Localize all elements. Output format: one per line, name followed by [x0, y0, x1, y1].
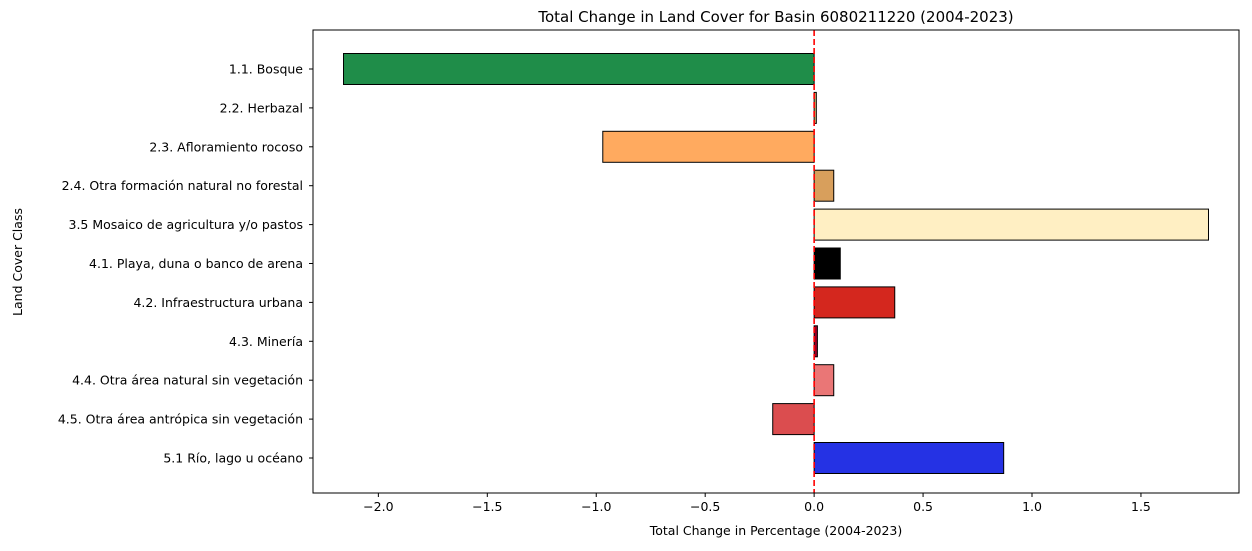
bar-5: [813, 208, 1209, 241]
y-tick-label: 2.2. Herbazal: [220, 100, 303, 115]
x-axis-label: Total Change in Percentage (2004-2023): [649, 523, 903, 538]
y-tick-label: 3.5 Mosaico de agricultura y/o pastos: [69, 217, 304, 232]
bars-layer: [343, 53, 1209, 474]
y-axis-ticks: 1.1. Bosque 2.2. Herbazal 2.3. Afloramient…: [58, 62, 313, 466]
x-tick-label: −0.5: [690, 499, 720, 514]
bar-4: [813, 169, 835, 202]
x-tick-label: 0.0: [804, 499, 824, 514]
bar-6: [813, 247, 841, 280]
bar-3: [602, 130, 815, 163]
y-tick-label: 5.1 Río, lago u océano: [163, 451, 303, 466]
y-tick-label: 2.3. Afloramiento rocoso: [149, 139, 303, 154]
x-tick-label: −1.5: [472, 499, 502, 514]
bar-11: [813, 442, 1005, 474]
bar-1: [343, 53, 815, 85]
y-tick-label: 1.1. Bosque: [229, 62, 303, 77]
y-axis-label: Land Cover Class: [10, 208, 25, 316]
y-tick-label: 4.1. Playa, duna o banco de arena: [89, 256, 303, 271]
x-tick-label: 1.5: [1131, 499, 1151, 514]
x-tick-label: 1.0: [1022, 499, 1042, 514]
x-tick-label: −2.0: [363, 499, 393, 514]
y-tick-label: 2.4. Otra formación natural no forestal: [62, 178, 303, 193]
y-tick-label: 4.2. Infraestructura urbana: [133, 295, 303, 310]
bar-9: [813, 364, 835, 397]
x-axis-ticks: −2.0 −1.5 −1.0 −0.5 0.0 0.5 1.0 1.5: [363, 493, 1151, 514]
y-tick-label: 4.4. Otra área natural sin vegetación: [72, 373, 303, 388]
bar-10: [772, 403, 815, 436]
x-tick-label: 0.5: [913, 499, 933, 514]
plot-frame: [312, 29, 1240, 494]
bar-7: [813, 286, 896, 319]
x-tick-label: −1.0: [581, 499, 611, 514]
y-tick-label: 4.3. Minería: [229, 334, 303, 349]
y-tick-label: 4.5. Otra área antrópica sin vegetación: [58, 412, 303, 427]
chart-title: Total Change in Land Cover for Basin 608…: [537, 8, 1013, 26]
